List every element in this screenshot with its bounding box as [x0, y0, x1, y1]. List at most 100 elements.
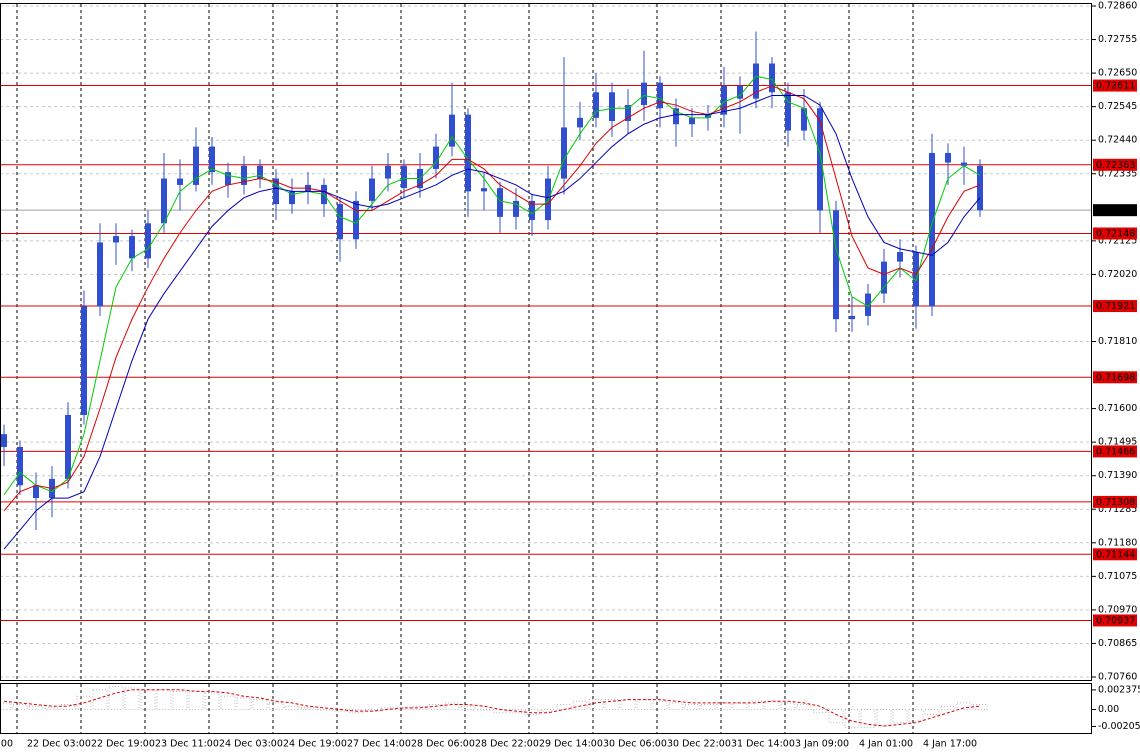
candle-body: [721, 85, 727, 115]
histogram-bar: [668, 702, 684, 710]
level-label: 0.71921: [1096, 301, 1135, 312]
candle-body: [401, 165, 407, 189]
x-tick-label: 22 Dec 19:00: [91, 739, 155, 750]
candle-body: [865, 293, 871, 316]
histogram-bar: [844, 708, 860, 729]
candle-body: [929, 152, 935, 307]
current-price-box: [1093, 204, 1137, 217]
level-label: 0.72611: [1096, 81, 1135, 92]
histogram-bar: [652, 700, 668, 710]
candle-body: [641, 82, 647, 106]
candle-body: [737, 85, 743, 99]
level-label-box: [1093, 227, 1137, 240]
candle-body: [769, 63, 775, 93]
level-label-box: [1093, 548, 1137, 561]
level-label-box: [1093, 445, 1137, 458]
candle-body: [961, 162, 967, 166]
y-tick-label: 0.72125: [1098, 235, 1137, 246]
candle-body: [225, 172, 231, 185]
candle-body: [481, 188, 487, 192]
moving-average: [3, 94, 981, 550]
candle-body: [145, 223, 151, 259]
candle-body: [129, 236, 135, 259]
x-tick-label: 29 Dec 14:00: [539, 739, 603, 750]
level-label: 0.70937: [1096, 615, 1135, 626]
histogram-bar: [572, 700, 588, 710]
candle-body: [209, 146, 215, 173]
y-tick-label: -0.002058: [1098, 721, 1140, 732]
histogram-bar: [268, 702, 284, 710]
y-tick-label: 0.72440: [1098, 135, 1137, 146]
histogram-bar: [188, 690, 204, 710]
candle-body: [801, 108, 807, 131]
y-tick-label: 0.72755: [1098, 34, 1137, 45]
histogram-bar: [604, 699, 620, 710]
x-tick-label: 28 Dec 06:00: [411, 739, 475, 750]
histogram-bar: [220, 695, 236, 710]
candle-body: [593, 92, 599, 118]
signal-line: [3, 689, 981, 727]
histogram-bar: [108, 685, 124, 710]
x-tick-label: 28 Dec 22:00: [475, 739, 539, 750]
histogram-bar: [364, 708, 380, 712]
candle-body: [385, 165, 391, 179]
level-label: 0.72148: [1096, 229, 1135, 240]
candle-body: [689, 117, 695, 125]
histogram-bar: [412, 705, 428, 710]
histogram-bar: [764, 700, 780, 710]
histogram-bar: [300, 707, 316, 710]
candle-body: [177, 178, 183, 185]
y-tick-label: 0.71075: [1098, 571, 1137, 582]
histogram-bar: [908, 708, 924, 722]
histogram-bar: [460, 705, 476, 710]
histogram-bar: [60, 704, 76, 710]
y-tick-label: 0.71285: [1098, 504, 1137, 515]
candle-body: [609, 92, 615, 122]
y-tick-label: 0.71180: [1098, 537, 1137, 548]
candle-body: [785, 92, 791, 131]
level-label-box: [1093, 371, 1137, 384]
candle-body: [977, 165, 983, 211]
y-tick-label: 0.71495: [1098, 437, 1137, 448]
histogram-bar: [236, 697, 252, 710]
x-tick-label: 24 Dec 19:00: [283, 739, 347, 750]
histogram-bar: [380, 707, 396, 710]
histogram-bar: [348, 708, 364, 714]
candle-body: [545, 178, 551, 221]
candle-body: [753, 63, 759, 99]
candle-body: [241, 165, 247, 185]
candle-body: [97, 242, 103, 307]
histogram-bar: [748, 700, 764, 710]
x-tick-label: 1:00: [0, 739, 13, 750]
level-label-box: [1093, 614, 1137, 627]
histogram-bar: [812, 708, 828, 714]
y-tick-label: 0.71600: [1098, 403, 1137, 414]
candle-body: [625, 105, 631, 122]
histogram-bar: [476, 708, 492, 711]
candle-body: [257, 165, 263, 179]
candle-body: [1, 434, 7, 447]
candle-body: [577, 117, 583, 128]
moving-average: [3, 85, 981, 512]
main-plot: [1, 4, 1091, 679]
level-label: 0.71308: [1096, 497, 1135, 508]
histogram-bar: [252, 699, 268, 710]
histogram-bar: [76, 695, 92, 710]
histogram-bar: [332, 708, 348, 712]
x-tick-label: 22 Dec 03:00: [27, 739, 91, 750]
y-tick-label: 0.72020: [1098, 269, 1137, 280]
histogram-bar: [316, 708, 332, 711]
y-tick-label: 0.70865: [1098, 638, 1137, 649]
candle-body: [561, 127, 567, 179]
histogram-bar: [956, 702, 972, 710]
candle-body: [705, 114, 711, 118]
candle-body: [529, 200, 535, 221]
histogram-bar: [284, 705, 300, 710]
candle-body: [113, 236, 119, 243]
candle-body: [193, 146, 199, 185]
candle-body: [513, 200, 519, 217]
histogram-bar: [1, 702, 12, 710]
histogram-bar: [28, 705, 44, 710]
y-tick-label: 0.72335: [1098, 168, 1137, 179]
